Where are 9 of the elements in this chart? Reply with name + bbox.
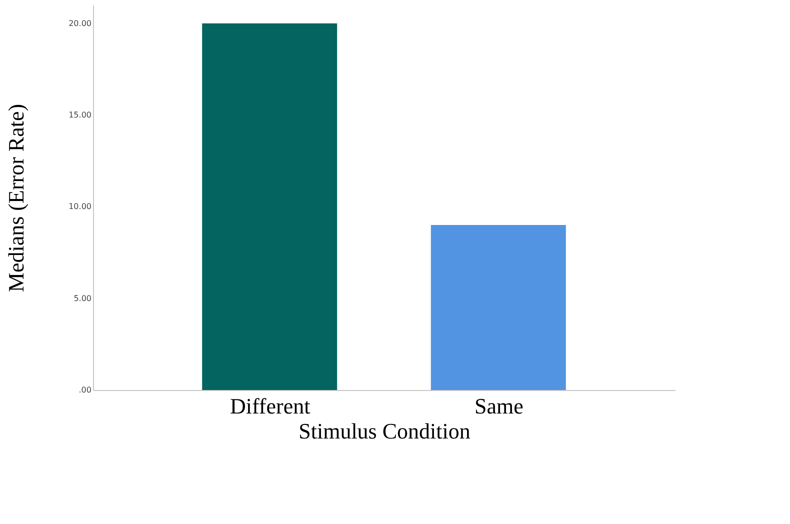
x-tick-label: Same [474, 394, 524, 418]
y-axis-title: Medians (Error Rate) [4, 104, 29, 292]
x-axis-title: Stimulus Condition [298, 418, 470, 444]
x-tick-label: Different [230, 394, 310, 418]
y-tick-label: 5.00 [74, 294, 92, 303]
y-tick-label: 20.00 [68, 18, 92, 28]
y-tick-label: 15.00 [68, 110, 92, 120]
y-tick-label: 10.00 [68, 202, 92, 212]
y-tick-label: .00 [78, 386, 92, 394]
